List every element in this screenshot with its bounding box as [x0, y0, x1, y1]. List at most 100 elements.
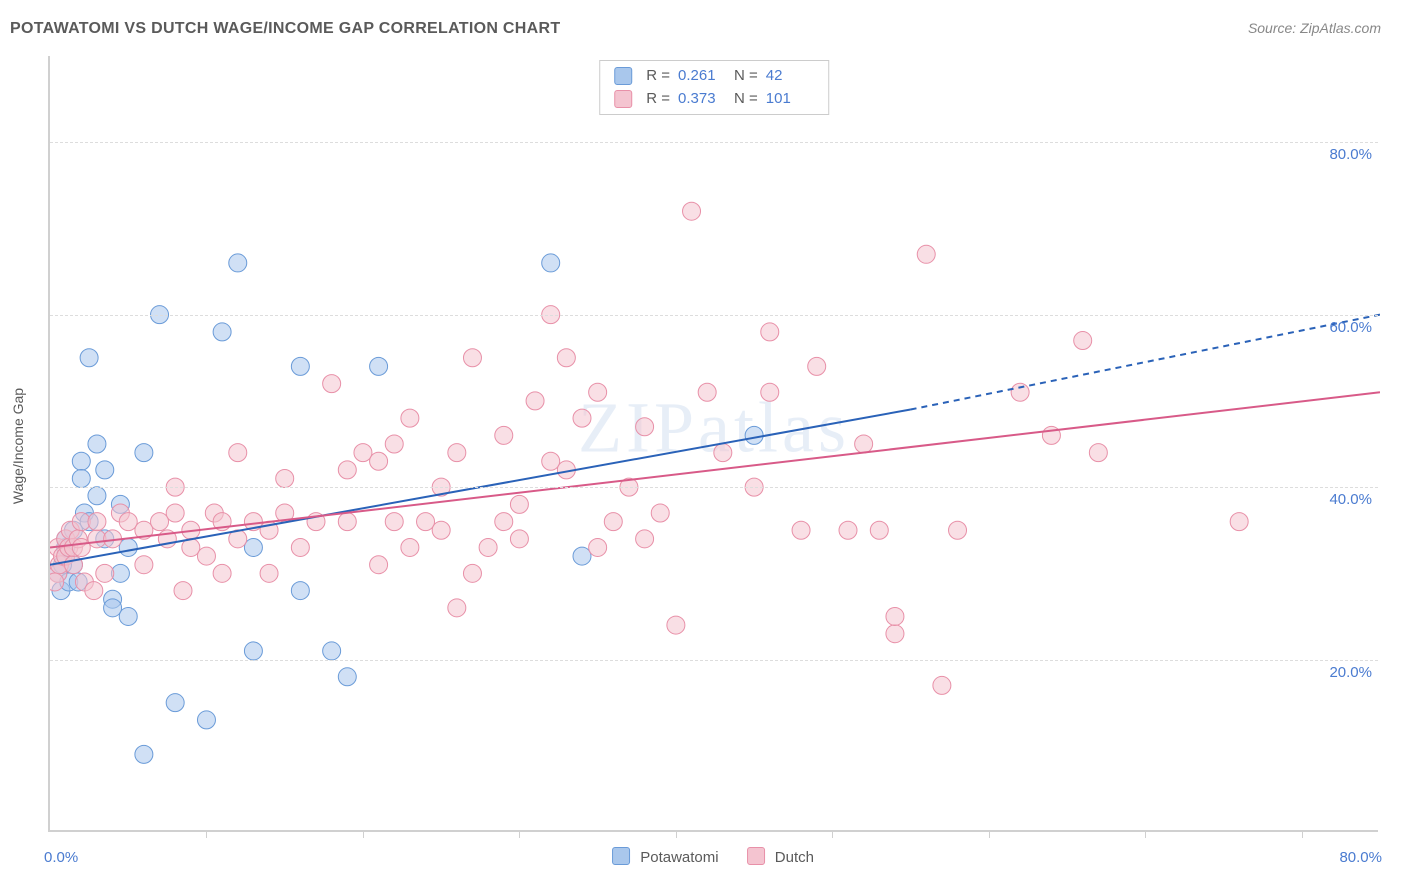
data-point: [80, 349, 98, 367]
data-point: [338, 668, 356, 686]
legend-swatch-1: [612, 847, 630, 865]
chart-plot-area: ZIPatlas R = 0.261 N = 42 R = 0.373 N = …: [48, 56, 1378, 832]
data-point: [526, 392, 544, 410]
data-point: [698, 383, 716, 401]
data-point: [479, 538, 497, 556]
data-point: [761, 323, 779, 341]
data-point: [370, 357, 388, 375]
data-point: [291, 582, 309, 600]
data-point: [370, 556, 388, 574]
data-point: [229, 254, 247, 272]
x-origin-label: 0.0%: [44, 849, 78, 866]
data-point: [260, 564, 278, 582]
data-point: [370, 452, 388, 470]
data-point: [589, 538, 607, 556]
data-point: [417, 513, 435, 531]
legend-label-1: Potawatomi: [640, 849, 718, 866]
x-max-label: 80.0%: [1339, 849, 1382, 866]
data-point: [135, 745, 153, 763]
gridline-h: [50, 487, 1378, 488]
data-point: [354, 444, 372, 462]
data-point: [636, 530, 654, 548]
data-point: [135, 444, 153, 462]
legend-item-1: Potawatomi: [612, 847, 719, 866]
data-point: [917, 245, 935, 263]
stat-n-label: N =: [734, 65, 758, 88]
data-point: [323, 642, 341, 660]
data-point: [85, 582, 103, 600]
data-point: [88, 513, 106, 531]
data-point: [448, 599, 466, 617]
data-point: [104, 599, 122, 617]
gridline-h: [50, 315, 1378, 316]
data-point: [745, 426, 763, 444]
data-point: [1230, 513, 1248, 531]
data-point: [589, 383, 607, 401]
data-point: [244, 642, 262, 660]
data-point: [213, 323, 231, 341]
data-point: [839, 521, 857, 539]
data-point: [886, 625, 904, 643]
stats-row-series-2: R = 0.373 N = 101: [614, 88, 814, 111]
data-point: [495, 426, 513, 444]
data-point: [338, 461, 356, 479]
data-point: [542, 254, 560, 272]
source-label: Source: ZipAtlas.com: [1248, 20, 1381, 36]
data-point: [385, 513, 403, 531]
data-point: [401, 409, 419, 427]
data-point: [463, 349, 481, 367]
data-point: [119, 513, 137, 531]
data-point: [401, 538, 419, 556]
x-tick: [1302, 830, 1303, 838]
data-point: [88, 435, 106, 453]
data-point: [291, 357, 309, 375]
stat-r-label: R =: [646, 88, 670, 111]
stats-row-series-1: R = 0.261 N = 42: [614, 65, 814, 88]
data-point: [949, 521, 967, 539]
data-point: [323, 375, 341, 393]
data-point: [72, 538, 90, 556]
gridline-h: [50, 660, 1378, 661]
data-point: [792, 521, 810, 539]
data-point: [166, 504, 184, 522]
x-tick: [519, 830, 520, 838]
data-point: [291, 538, 309, 556]
data-point: [604, 513, 622, 531]
data-point: [213, 564, 231, 582]
data-point: [174, 582, 192, 600]
data-point: [761, 383, 779, 401]
data-point: [573, 409, 591, 427]
y-tick-label: 20.0%: [1329, 664, 1372, 681]
swatch-series-2: [614, 90, 632, 108]
data-point: [432, 521, 450, 539]
data-point: [96, 564, 114, 582]
data-point: [135, 556, 153, 574]
data-point: [72, 452, 90, 470]
stat-r-label: R =: [646, 65, 670, 88]
data-point: [385, 435, 403, 453]
gridline-h: [50, 142, 1378, 143]
y-tick-label: 80.0%: [1329, 146, 1372, 163]
data-point: [636, 418, 654, 436]
data-point: [542, 452, 560, 470]
legend-swatch-2: [747, 847, 765, 865]
x-tick: [363, 830, 364, 838]
bottom-legend: Potawatomi Dutch: [612, 847, 814, 866]
data-point: [151, 513, 169, 531]
data-point: [119, 538, 137, 556]
stat-n-value-2: 101: [766, 88, 814, 111]
legend-label-2: Dutch: [775, 849, 814, 866]
data-point: [119, 607, 137, 625]
data-point: [96, 461, 114, 479]
data-point: [714, 444, 732, 462]
data-point: [557, 349, 575, 367]
x-tick: [676, 830, 677, 838]
data-point: [886, 607, 904, 625]
swatch-series-1: [614, 67, 632, 85]
data-point: [88, 487, 106, 505]
data-point: [1089, 444, 1107, 462]
data-point: [510, 495, 528, 513]
data-point: [338, 513, 356, 531]
stat-n-label: N =: [734, 88, 758, 111]
y-tick-label: 60.0%: [1329, 319, 1372, 336]
